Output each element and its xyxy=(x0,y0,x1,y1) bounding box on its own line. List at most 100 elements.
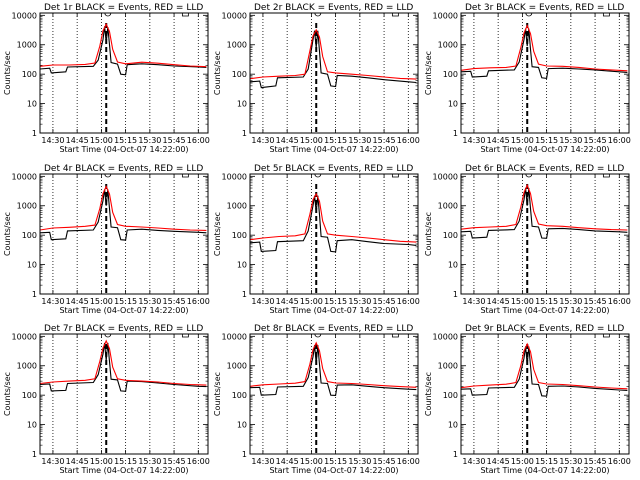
series-line-events xyxy=(39,342,207,392)
y-tick-label: 1 xyxy=(453,450,458,459)
x-tick-label: 16:00 xyxy=(608,457,631,466)
y-tick-label: 10000 xyxy=(12,11,37,20)
x-axis-label: Start Time (04-Oct-07 14:22:00) xyxy=(480,466,609,475)
x-axis-label: Start Time (04-Oct-07 14:22:00) xyxy=(269,145,398,154)
series-line-lld xyxy=(249,192,417,243)
top-marker xyxy=(391,174,399,178)
y-tick-label: 100 xyxy=(232,70,247,79)
x-tick-label: 14:30 xyxy=(462,136,485,145)
y-tick-label: 10 xyxy=(237,421,247,430)
top-marker xyxy=(314,173,322,178)
y-axis-label: Counts/sec xyxy=(3,51,12,95)
x-tick-label: 15:30 xyxy=(559,457,582,466)
x-tick-label: 14:30 xyxy=(462,457,485,466)
y-tick-label: 10 xyxy=(448,100,458,109)
y-tick-label: 100 xyxy=(443,231,458,240)
series-line-lld xyxy=(249,28,417,80)
x-tick-label: 15:45 xyxy=(373,297,396,306)
panel-title: Det 1r BLACK = Events, RED = LLD xyxy=(44,3,203,13)
y-tick-label: 10000 xyxy=(222,11,247,20)
x-tick-label: 14:45 xyxy=(66,457,89,466)
y-tick-label: 100 xyxy=(22,391,37,400)
x-tick-label: 15:30 xyxy=(348,457,371,466)
x-tick-label: 15:15 xyxy=(324,457,347,466)
top-marker xyxy=(525,12,533,17)
x-tick-label: 15:15 xyxy=(324,297,347,306)
x-tick-label: 15:45 xyxy=(584,457,607,466)
top-marker xyxy=(602,174,610,178)
top-marker xyxy=(391,13,399,17)
plot-frame xyxy=(39,333,209,455)
x-axis-label: Start Time (04-Oct-07 14:22:00) xyxy=(269,466,398,475)
y-axis-label: Counts/sec xyxy=(3,372,12,416)
x-tick-label: 15:00 xyxy=(90,136,113,145)
y-tick-label: 10 xyxy=(448,421,458,430)
x-tick-label: 15:30 xyxy=(138,297,161,306)
x-tick-label: 15:30 xyxy=(559,136,582,145)
series-line-events xyxy=(460,346,628,397)
y-tick-label: 10000 xyxy=(433,11,458,20)
x-axis-label: Start Time (04-Oct-07 14:22:00) xyxy=(480,145,609,154)
y-tick-label: 1 xyxy=(453,129,458,138)
top-marker xyxy=(525,173,533,178)
x-tick-label: 15:15 xyxy=(114,297,137,306)
top-marker xyxy=(181,174,189,178)
series-line-lld xyxy=(460,183,628,231)
plot-frame xyxy=(460,12,630,134)
panel-9: Det 9r BLACK = Events, RED = LLD 14:30 14:… xyxy=(424,324,631,475)
x-tick-label: 14:45 xyxy=(66,136,89,145)
x-tick-label: 15:15 xyxy=(535,297,558,306)
panel-2: Det 2r BLACK = Events, RED = LLD 14:30 14:… xyxy=(213,3,420,154)
series-line-events xyxy=(39,189,207,241)
top-marker xyxy=(602,334,610,338)
x-tick-label: 15:45 xyxy=(163,457,186,466)
x-tick-label: 15:30 xyxy=(559,297,582,306)
y-tick-label: 10000 xyxy=(222,172,247,181)
top-marker xyxy=(391,334,399,338)
series-line-events xyxy=(39,26,207,76)
x-tick-label: 14:30 xyxy=(251,297,274,306)
panel-4: Det 4r BLACK = Events, RED = LLD 14:30 14:… xyxy=(3,164,210,315)
plot-frame xyxy=(249,12,419,134)
y-axis-label: Counts/sec xyxy=(424,51,433,95)
y-tick-label: 1 xyxy=(453,290,458,299)
y-tick-label: 10 xyxy=(448,261,458,270)
series-line-lld xyxy=(249,341,417,388)
panel-title: Det 5r BLACK = Events, RED = LLD xyxy=(254,164,413,174)
series-line-lld xyxy=(460,24,628,72)
y-axis-label: Counts/sec xyxy=(424,212,433,256)
x-tick-label: 14:30 xyxy=(41,297,64,306)
x-tick-label: 15:45 xyxy=(584,136,607,145)
y-tick-label: 100 xyxy=(232,231,247,240)
plot-frame xyxy=(460,333,630,455)
x-tick-label: 15:00 xyxy=(90,457,113,466)
panel-title: Det 9r BLACK = Events, RED = LLD xyxy=(465,324,624,334)
plot-frame xyxy=(460,173,630,295)
y-tick-label: 1000 xyxy=(227,202,247,211)
x-axis-label: Start Time (04-Oct-07 14:22:00) xyxy=(480,306,609,315)
y-tick-label: 10000 xyxy=(222,332,247,341)
y-tick-label: 10 xyxy=(237,261,247,270)
series-line-events xyxy=(249,30,417,89)
y-tick-label: 10000 xyxy=(12,332,37,341)
top-marker xyxy=(104,12,112,17)
y-tick-label: 1 xyxy=(32,450,37,459)
x-tick-label: 14:45 xyxy=(276,136,299,145)
y-tick-label: 10 xyxy=(27,261,37,270)
y-tick-label: 100 xyxy=(443,391,458,400)
plot-frame xyxy=(39,173,209,295)
x-tick-label: 15:00 xyxy=(300,457,323,466)
x-tick-label: 14:30 xyxy=(41,457,64,466)
y-tick-label: 1000 xyxy=(17,362,37,371)
x-tick-label: 15:45 xyxy=(163,136,186,145)
top-marker xyxy=(314,333,322,338)
x-tick-label: 16:00 xyxy=(397,457,420,466)
series-line-lld xyxy=(39,185,207,231)
y-axis-label: Counts/sec xyxy=(213,372,222,416)
y-tick-label: 1000 xyxy=(227,362,247,371)
x-tick-label: 16:00 xyxy=(608,297,631,306)
panel-title: Det 8r BLACK = Events, RED = LLD xyxy=(254,324,413,334)
panel-8: Det 8r BLACK = Events, RED = LLD 14:30 14:… xyxy=(213,324,420,475)
x-tick-label: 15:00 xyxy=(300,297,323,306)
series-line-events xyxy=(249,345,417,396)
